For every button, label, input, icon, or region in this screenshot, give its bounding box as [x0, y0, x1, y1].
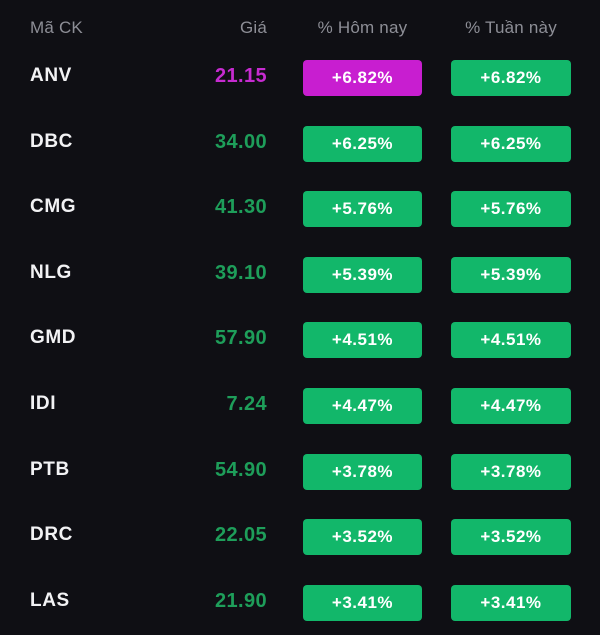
change-today-badge[interactable]: +6.25% [303, 125, 422, 162]
change-today-badge[interactable]: +5.76% [303, 191, 422, 228]
change-week-badge[interactable]: +4.47% [451, 387, 571, 424]
stock-symbol: ANV [30, 65, 72, 86]
stock-row[interactable]: GMD 57.90 +4.51% +4.51% [0, 307, 600, 373]
change-today-badge[interactable]: +3.52% [303, 519, 422, 556]
header-symbol[interactable]: Mã CK [30, 18, 83, 37]
stock-symbol: PTB [30, 458, 70, 480]
header-change-week[interactable]: % Tuần này [465, 18, 557, 37]
stock-symbol: GMD [30, 327, 77, 349]
change-today-badge[interactable]: +3.41% [303, 584, 422, 621]
stock-row[interactable]: DBC 34.00 +6.25% +6.25% [0, 111, 600, 177]
stock-list: ANV 21.15 +6.82% +6.82% DBC 34.00 +6.25% +6.25%… [0, 45, 600, 635]
stock-row[interactable]: IDI 7.24 +4.47% +4.47% [0, 373, 600, 439]
change-week-badge[interactable]: +6.82% [451, 60, 571, 96]
change-today-badge[interactable]: +5.39% [303, 256, 422, 293]
change-today-badge[interactable]: +6.82% [303, 60, 422, 96]
change-today-badge[interactable]: +4.51% [303, 322, 422, 359]
change-week-badge[interactable]: +3.41% [451, 584, 571, 621]
table-header: Mã CK Giá % Hôm nay % Tuần này [0, 0, 600, 58]
stock-price: 57.90 [214, 327, 267, 350]
change-week-badge[interactable]: +6.25% [451, 125, 571, 162]
change-week-badge[interactable]: +4.51% [451, 322, 571, 359]
stock-row[interactable]: NLG 39.10 +5.39% +5.39% [0, 242, 600, 308]
stock-symbol: IDI [30, 392, 57, 414]
stock-price: 22.05 [214, 524, 267, 547]
stock-price: 21.90 [214, 589, 267, 612]
header-price[interactable]: Giá [239, 18, 267, 37]
stock-symbol: NLG [30, 261, 72, 283]
stock-row[interactable]: ANV 21.15 +6.82% +6.82% [0, 45, 600, 111]
stock-row[interactable]: DRC 22.05 +3.52% +3.52% [0, 504, 600, 570]
change-week-badge[interactable]: +5.39% [451, 256, 571, 293]
stock-price: 41.30 [214, 196, 267, 219]
change-today-badge[interactable]: +3.78% [303, 453, 422, 490]
stock-symbol: DRC [30, 524, 73, 546]
stock-price: 7.24 [226, 392, 267, 415]
stock-price: 21.15 [214, 65, 267, 87]
change-week-badge[interactable]: +3.78% [451, 453, 571, 490]
stock-price: 39.10 [214, 261, 267, 284]
stock-symbol: DBC [30, 130, 73, 152]
stock-row[interactable]: CMG 41.30 +5.76% +5.76% [0, 176, 600, 242]
stock-row[interactable]: PTB 54.90 +3.78% +3.78% [0, 439, 600, 505]
change-today-badge[interactable]: +4.47% [303, 387, 422, 424]
header-change-today[interactable]: % Hôm nay [317, 18, 408, 37]
stock-symbol: CMG [30, 196, 77, 218]
stock-price: 54.90 [214, 458, 267, 481]
stock-price: 34.00 [214, 130, 267, 153]
change-week-badge[interactable]: +5.76% [451, 191, 571, 228]
stock-row[interactable]: LAS 21.90 +3.41% +3.41% [0, 570, 600, 635]
stock-symbol: LAS [30, 589, 70, 611]
change-week-badge[interactable]: +3.52% [451, 519, 571, 556]
